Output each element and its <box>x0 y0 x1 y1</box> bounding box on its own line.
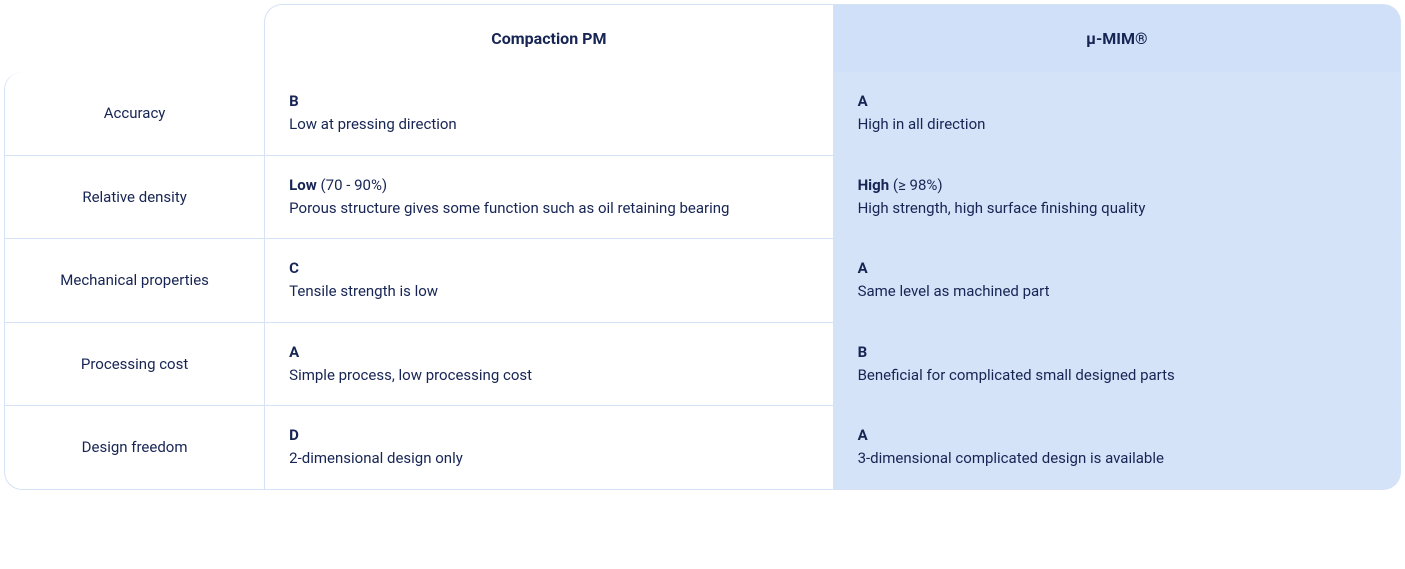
lead-line: Low (70 - 90%) <box>289 174 808 197</box>
comparison-table: Compaction PM μ-MIM® Accuracy B Low at p… <box>4 4 1401 490</box>
table-row: Mechanical properties C Tensile strength… <box>4 239 1401 323</box>
table-row: Processing cost A Simple process, low pr… <box>4 323 1401 407</box>
table-row: Accuracy B Low at pressing direction A H… <box>4 72 1401 156</box>
lead: High <box>858 176 890 194</box>
grade: D <box>289 424 808 447</box>
row-label-design: Design freedom <box>4 406 264 490</box>
lead-tail: (70 - 90%) <box>317 176 387 194</box>
cell-design-pm: D 2-dimensional design only <box>264 406 832 490</box>
grade: C <box>289 257 808 280</box>
desc: Simple process, low processing cost <box>289 364 808 387</box>
header-mu-mim: μ-MIM® <box>833 4 1401 72</box>
desc: 2-dimensional design only <box>289 447 808 470</box>
row-label-accuracy: Accuracy <box>4 72 264 156</box>
desc: Low at pressing direction <box>289 113 808 136</box>
grade: A <box>858 424 1376 447</box>
grade: A <box>289 341 808 364</box>
header-empty <box>4 4 264 72</box>
table-row: Relative density Low (70 - 90%) Porous s… <box>4 156 1401 240</box>
cell-cost-mim: B Beneficial for complicated small desig… <box>833 323 1401 407</box>
desc: Beneficial for complicated small designe… <box>858 364 1376 387</box>
row-label-mech: Mechanical properties <box>4 239 264 323</box>
header-row: Compaction PM μ-MIM® <box>4 4 1401 72</box>
cell-cost-pm: A Simple process, low processing cost <box>264 323 832 407</box>
cell-density-pm: Low (70 - 90%) Porous structure gives so… <box>264 156 832 240</box>
lead-tail: (≥ 98%) <box>889 176 943 194</box>
desc: High in all direction <box>858 113 1376 136</box>
desc: High strength, high surface finishing qu… <box>858 197 1376 220</box>
header-compaction-pm: Compaction PM <box>264 4 832 72</box>
cell-density-mim: High (≥ 98%) High strength, high surface… <box>833 156 1401 240</box>
desc: Porous structure gives some function suc… <box>289 197 808 220</box>
grade: B <box>858 341 1376 364</box>
cell-mech-pm: C Tensile strength is low <box>264 239 832 323</box>
lead-line: High (≥ 98%) <box>858 174 1376 197</box>
desc: 3-dimensional complicated design is avai… <box>858 447 1376 470</box>
cell-accuracy-pm: B Low at pressing direction <box>264 72 832 156</box>
grade: B <box>289 90 808 113</box>
cell-accuracy-mim: A High in all direction <box>833 72 1401 156</box>
table-row: Design freedom D 2-dimensional design on… <box>4 406 1401 490</box>
lead: Low <box>289 176 317 194</box>
row-label-density: Relative density <box>4 156 264 240</box>
grade: A <box>858 90 1376 113</box>
desc: Same level as machined part <box>858 280 1376 303</box>
row-label-cost: Processing cost <box>4 323 264 407</box>
desc: Tensile strength is low <box>289 280 808 303</box>
cell-mech-mim: A Same level as machined part <box>833 239 1401 323</box>
grade: A <box>858 257 1376 280</box>
cell-design-mim: A 3-dimensional complicated design is av… <box>833 406 1401 490</box>
